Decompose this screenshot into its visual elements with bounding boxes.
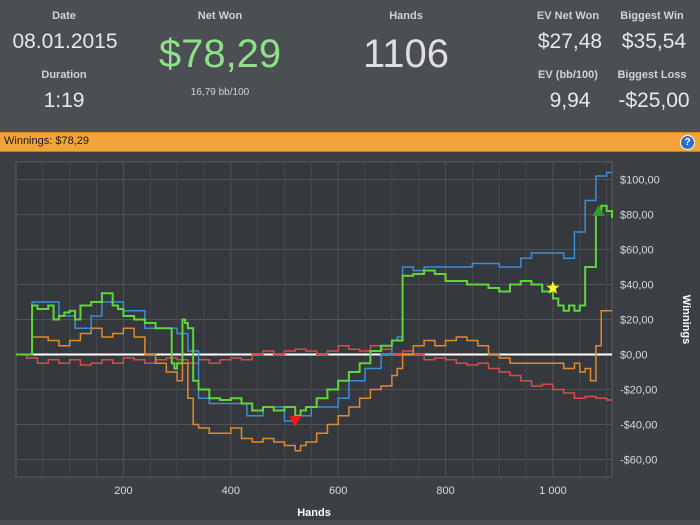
ev-net-won-label: EV Net Won: [536, 10, 600, 22]
biggest-win-value: $35,54: [621, 30, 687, 53]
y-tick-label: -$20,00: [620, 385, 657, 397]
y-tick-label: -$60,00: [620, 455, 657, 467]
stats-panel: Date 08.01.2015 Duration 1:19 Net Won $7…: [0, 0, 700, 132]
bb-per-100: 16,79 bb/100: [190, 87, 250, 98]
ev-bb-value: 9,94: [549, 89, 591, 112]
help-icon[interactable]: ?: [680, 135, 695, 150]
net-won-label: Net Won: [197, 10, 243, 22]
x-tick-label: 800: [436, 485, 454, 497]
y-tick-label: $20,00: [620, 315, 654, 327]
net-won-line: [16, 204, 613, 417]
x-tick-label: 1 000: [539, 485, 567, 497]
y-axis-label: Winnings: [680, 295, 692, 344]
non-showdown-line: [16, 345, 612, 401]
showdown-line: [16, 310, 612, 452]
y-tick-label: $60,00: [620, 245, 654, 257]
star-marker: [546, 281, 560, 294]
winnings-bar-text: Winnings: $78,29: [4, 135, 89, 147]
duration-value: 1:19: [43, 89, 85, 112]
hands-label: Hands: [389, 10, 423, 22]
y-tick-label: $100,00: [620, 175, 660, 187]
x-tick-label: 400: [222, 485, 240, 497]
net-won-value: $78,29: [158, 32, 282, 76]
ev-line: [16, 171, 612, 422]
ev-bb-label: EV (bb/100): [538, 69, 598, 81]
hands-value: 1106: [362, 32, 449, 76]
biggest-win-marker: [592, 205, 605, 216]
winnings-bar: Winnings: $78,29 ?: [0, 132, 700, 152]
ev-net-won-value: $27,48: [537, 30, 603, 53]
y-tick-label: -$40,00: [620, 420, 657, 432]
y-tick-label: $0,00: [620, 350, 648, 362]
x-tick-label: 200: [114, 485, 132, 497]
y-tick-label: $40,00: [620, 280, 654, 292]
biggest-loss-label: Biggest Loss: [617, 69, 687, 81]
biggest-loss-value: -$25,00: [618, 89, 690, 112]
chart-area: $100,00 $80,00 $60,00 $40,00 $20,00 $0,00 -$20…: [0, 152, 700, 520]
x-axis-label: Hands: [297, 507, 331, 519]
winnings-chart: $100,00 $80,00 $60,00 $40,00 $20,00 $0,00 -$20…: [15, 161, 692, 519]
x-tick-label: 600: [329, 485, 347, 497]
duration-label: Duration: [41, 69, 87, 81]
y-tick-label: $80,00: [620, 210, 654, 222]
date-value: 08.01.2015: [12, 30, 118, 53]
biggest-win-label: Biggest Win: [620, 10, 684, 22]
biggest-loss-marker: [289, 416, 302, 427]
date-label: Date: [52, 10, 76, 22]
